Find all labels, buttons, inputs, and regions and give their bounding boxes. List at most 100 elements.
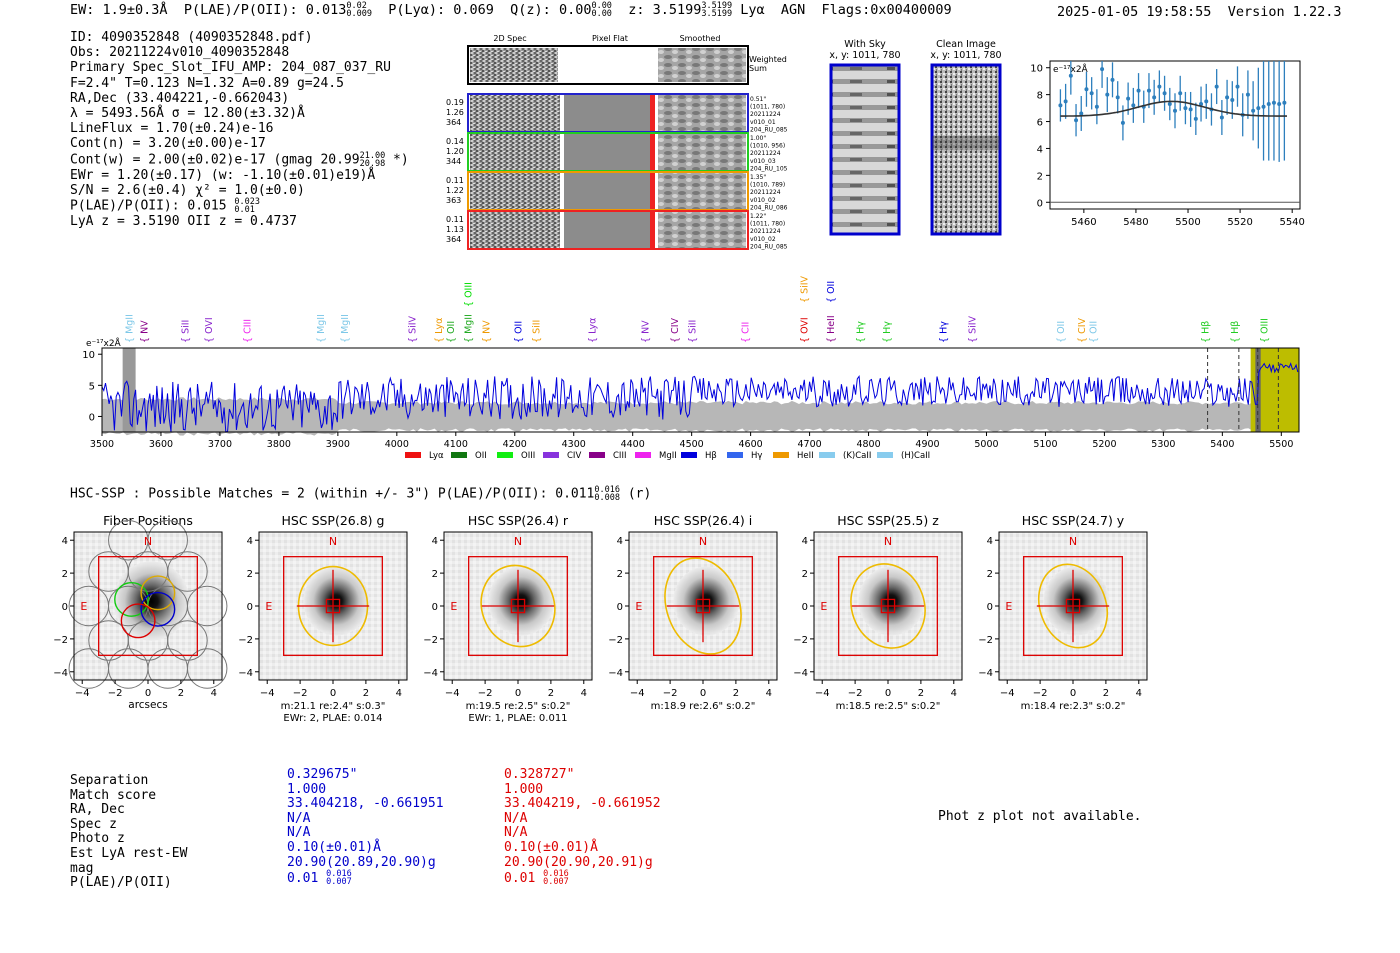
- spec-xtick-label: 4600: [739, 439, 763, 450]
- spec-line-id: { OII: [514, 321, 525, 343]
- fit-plot-frame: [1049, 60, 1301, 210]
- spec-legend-swatch: [497, 452, 513, 458]
- spec-flux-line: [101, 362, 1299, 433]
- spec-legend-swatch: [877, 452, 893, 458]
- panel-xtick-label: 0: [700, 688, 706, 699]
- cutout-meta: 20211224: [750, 111, 781, 118]
- redshifts: LyA z = 3.5190 OII z = 0.4737: [70, 214, 297, 230]
- cutout-meta: 20211224: [750, 150, 781, 157]
- panel-caption: m:21.1 re:2.4" s:0.3": [281, 701, 386, 712]
- spec-plot-frame: [101, 347, 1300, 433]
- panel-ytick-label: 4: [432, 536, 438, 547]
- agn-flag: AGN: [780, 2, 806, 18]
- compass-east: E: [265, 600, 272, 613]
- with-sky-image: [829, 63, 901, 236]
- fit-data-point: [1277, 102, 1282, 107]
- cutout-2dspec: [470, 212, 560, 248]
- spec-legend-label: CIV: [567, 451, 581, 461]
- fit-data-point: [1110, 77, 1115, 82]
- fit-data-point: [1225, 95, 1230, 100]
- spec-xtick-label: 4900: [915, 439, 939, 450]
- spec-xtick-label: 5000: [974, 439, 998, 450]
- panel-source-ellipse: [664, 557, 742, 655]
- spec-xtick-label: 3900: [326, 439, 350, 450]
- panel-ytick-label: 0: [617, 602, 623, 613]
- spec-line-label: { MgII: [125, 314, 136, 343]
- cutout-meta: 20211224: [750, 189, 781, 196]
- compass-east: E: [635, 600, 642, 613]
- compass-east: E: [820, 600, 827, 613]
- panel-ytick-label: −2: [53, 635, 68, 646]
- spec-line-id: { OII: [1056, 321, 1067, 343]
- spec-line-label: { SiII: [181, 320, 192, 343]
- panel-ytick-label: −4: [608, 668, 623, 679]
- fit-data-point: [1235, 84, 1240, 89]
- spec-line-id: { Hγ: [882, 321, 893, 343]
- spec-legend-swatch: [451, 452, 467, 458]
- spec-line-label: { Lyα: [434, 318, 445, 343]
- spec-ytick-label: 10: [82, 350, 95, 361]
- panel-ytick-label: −2: [793, 635, 808, 646]
- fit-data-point: [1251, 108, 1256, 113]
- line-flux: LineFlux = 1.70(±0.24)e-16: [70, 121, 274, 137]
- cutout-num: 0.14: [446, 137, 464, 146]
- spec-line-id: { SiII: [531, 320, 542, 343]
- plae-value: P(LAE)/P(OII): 0.013: [183, 2, 347, 18]
- cutout-gap: [560, 212, 564, 248]
- fit-ytick-label: 2: [1037, 171, 1043, 182]
- spec-line-label: { CII: [741, 322, 752, 343]
- fit-data-point: [1131, 103, 1136, 108]
- imaging-panels: Fiber Positions N E −4 −4 −2 −2 0 0 2 2 4 4 arcsecs HS…: [53, 513, 1148, 724]
- fit-data-point: [1188, 107, 1193, 112]
- panel-center-box: [510, 598, 526, 614]
- spec-xtick-label: 4400: [621, 439, 645, 450]
- panel-xtick-label: −2: [848, 688, 863, 699]
- panel-source-ellipse: [1038, 563, 1108, 649]
- image-panel: HSC SSP(26.8) g N E −4 −4 −2 −2 0 0 2 2 4 4 m:21.1 re…: [238, 513, 408, 724]
- spec-xtick-label: 3700: [208, 439, 232, 450]
- spec-xtick-label: 3800: [267, 439, 291, 450]
- panel-title: HSC SSP(26.8) g: [282, 513, 385, 528]
- cutout-meta: v010_01: [750, 119, 776, 126]
- spec-legend-label: MgII: [659, 451, 677, 461]
- cutout-num: 1.13: [446, 225, 464, 234]
- spec-line-label: { Hγ: [938, 321, 949, 343]
- spec-line-label: { SiII: [688, 320, 699, 343]
- spec-line-label: { CIV: [670, 318, 681, 343]
- spec-line-id: { SiIV: [408, 315, 419, 343]
- spec-line-id: { Hβ: [1230, 321, 1241, 343]
- hsc-matches-header: HSC-SSP : Possible Matches = 2 (within +…: [70, 485, 652, 503]
- cutout-num: 363: [446, 196, 461, 205]
- compass-north: N: [514, 535, 522, 548]
- fit-data-point: [1230, 98, 1235, 103]
- fit-ytick-label: 10: [1030, 64, 1043, 75]
- panel-xtick-label: 4: [766, 688, 772, 699]
- spec-xtick-label: 4500: [680, 439, 704, 450]
- cutout-num: 0.11: [446, 215, 464, 224]
- spec-xtick-label: 4100: [444, 439, 468, 450]
- spec-line-label: { Hβ: [1230, 321, 1241, 343]
- spec-legend-swatch: [543, 452, 559, 458]
- panel-center-box: [325, 598, 341, 614]
- match-table-labels: Separation Match score RA, Dec Spec z Ph…: [70, 773, 188, 891]
- spec-line-label: { SiIV: [800, 275, 811, 303]
- fit-data-point: [1199, 102, 1204, 107]
- spec-legend-swatch: [589, 452, 605, 458]
- spec-cutouts: 2D Spec Pixel Flat Smoothed Weighted Sum…: [446, 34, 788, 250]
- spec-line-id: { SiII: [181, 320, 192, 343]
- cutout-meta: v010_03: [750, 158, 776, 165]
- match-a-values: 0.329675" 1.000 33.404218, -0.661951 N/A…: [287, 767, 444, 888]
- image-panel: HSC SSP(24.7) y N E −4 −4 −2 −2 0 0 2 2 4 4 m:18.4 re…: [978, 513, 1148, 712]
- fit-data-point: [1136, 88, 1141, 93]
- spec-legend-swatch: [681, 452, 697, 458]
- spec-legend-label: OIII: [521, 451, 535, 461]
- panel-caption: m:18.4 re:2.3" s:0.2": [1021, 701, 1126, 712]
- spec-line-id: { OII: [826, 281, 837, 303]
- spec-xtick-label: 3500: [90, 439, 114, 450]
- line-fit-chart: 024681054605480550055205540e⁻¹⁷x2Å: [1030, 60, 1305, 228]
- col-header-smoothed: Smoothed: [680, 34, 721, 43]
- cutout-meta: 20211224: [750, 228, 781, 235]
- match-a-plae: 0.01 0.016 0.007: [287, 869, 352, 888]
- cutout-flag: [650, 134, 655, 170]
- fiber-circle: [167, 620, 208, 661]
